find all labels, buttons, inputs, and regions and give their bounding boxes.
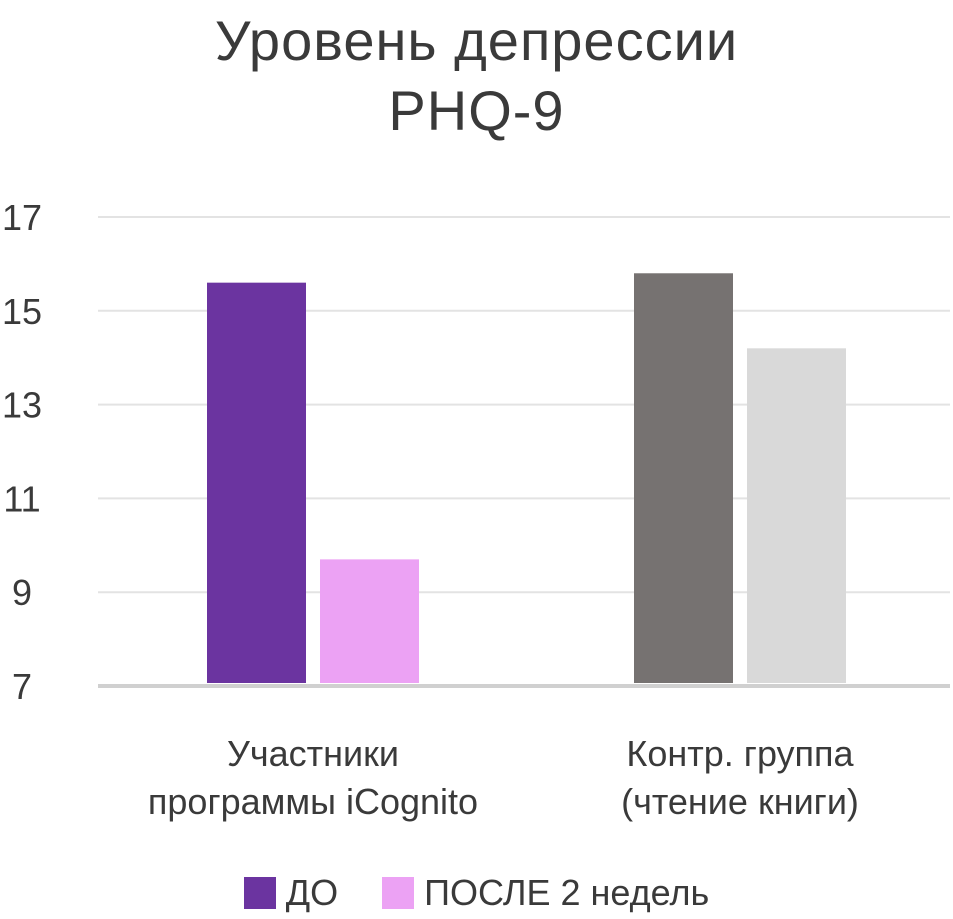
bar <box>320 559 419 683</box>
y-tick-label: 17 <box>2 197 42 238</box>
legend-swatch-before <box>243 877 276 909</box>
legend-label-after: ПОСЛЕ 2 недель <box>424 872 710 913</box>
x-category-label: программы iCognito <box>148 781 478 822</box>
y-tick-label: 15 <box>2 291 42 332</box>
chart-title-line-1: Уровень депрессии <box>214 9 739 72</box>
chart-title-line-2: PHQ-9 <box>388 79 565 142</box>
x-category-label: Участники <box>227 733 399 774</box>
bar <box>207 282 306 683</box>
legend-item-after: ПОСЛЕ 2 недель <box>382 872 709 914</box>
y-tick-label: 13 <box>2 385 42 426</box>
legend-item-before: ДО <box>243 872 339 914</box>
bar <box>747 348 846 683</box>
x-category-label: Контр. группа <box>626 733 854 774</box>
y-tick-label: 11 <box>3 478 40 519</box>
bar <box>634 273 733 683</box>
legend-label-before: ДО <box>285 872 339 913</box>
x-category-label: (чтение книги) <box>621 781 859 822</box>
legend: ДО ПОСЛЕ 2 недель <box>0 872 953 914</box>
y-tick-label: 9 <box>12 572 32 613</box>
y-tick-label: 7 <box>12 666 32 707</box>
legend-swatch-after <box>382 877 415 909</box>
chart-title: Уровень депрессии PHQ-9 <box>0 6 953 146</box>
